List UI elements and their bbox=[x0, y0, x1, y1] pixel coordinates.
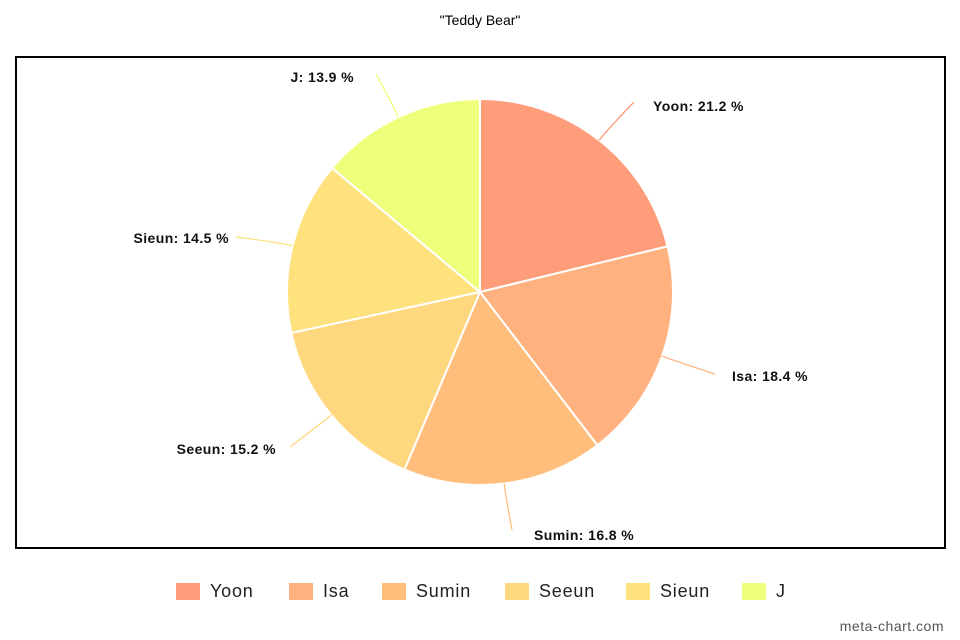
chart-legend: Yoon Isa Sumin Seeun Sieun J bbox=[0, 578, 960, 604]
slice-label-yoon: Yoon: 21.2 % bbox=[653, 98, 744, 114]
legend-item-isa[interactable]: Isa bbox=[289, 578, 349, 604]
legend-item-seeun[interactable]: Seeun bbox=[505, 578, 595, 604]
legend-item-sumin[interactable]: Sumin bbox=[382, 578, 471, 604]
leader-line-sumin bbox=[503, 483, 513, 531]
legend-label-j: J bbox=[776, 580, 786, 601]
legend-swatch-seeun bbox=[505, 582, 529, 600]
slice-label-isa: Isa: 18.4 % bbox=[732, 368, 808, 384]
legend-label-sieun: Sieun bbox=[660, 580, 711, 601]
pie-slice-sieun[interactable] bbox=[286, 166, 483, 335]
pie-slice-yoon[interactable] bbox=[479, 97, 669, 294]
legend-swatch-sumin bbox=[382, 582, 406, 600]
slice-label-sumin: Sumin: 16.8 % bbox=[534, 527, 634, 543]
legend-swatch-j bbox=[742, 582, 766, 600]
legend-label-yoon: Yoon bbox=[210, 580, 254, 601]
watermark[interactable]: meta-chart.com bbox=[839, 618, 944, 634]
leader-line-seeun bbox=[289, 414, 332, 448]
leader-line-yoon bbox=[598, 101, 635, 141]
pie-slice-sumin[interactable] bbox=[403, 290, 599, 486]
legend-item-yoon[interactable]: Yoon bbox=[176, 578, 254, 604]
slice-label-j: J: 13.9 % bbox=[290, 69, 354, 85]
legend-swatch-sieun bbox=[626, 582, 650, 600]
pie-slice-j[interactable] bbox=[330, 97, 481, 295]
legend-item-sieun[interactable]: Sieun bbox=[626, 578, 710, 604]
leader-line-isa bbox=[661, 355, 716, 375]
chart-title: "Teddy Bear" bbox=[439, 12, 521, 28]
leader-line-sieun bbox=[235, 236, 293, 247]
legend-label-seeun: Seeun bbox=[539, 580, 596, 601]
legend-label-sumin: Sumin bbox=[416, 580, 472, 601]
legend-label-isa: Isa bbox=[323, 580, 350, 601]
legend-swatch-isa bbox=[289, 582, 313, 600]
legend-swatch-yoon bbox=[176, 582, 200, 600]
legend-item-j[interactable]: J bbox=[742, 578, 786, 604]
chart-frame bbox=[15, 56, 946, 549]
slice-label-sieun: Sieun: 14.5 % bbox=[134, 230, 230, 246]
leader-line-j bbox=[375, 73, 399, 118]
slice-label-seeun: Seeun: 15.2 % bbox=[177, 441, 277, 457]
